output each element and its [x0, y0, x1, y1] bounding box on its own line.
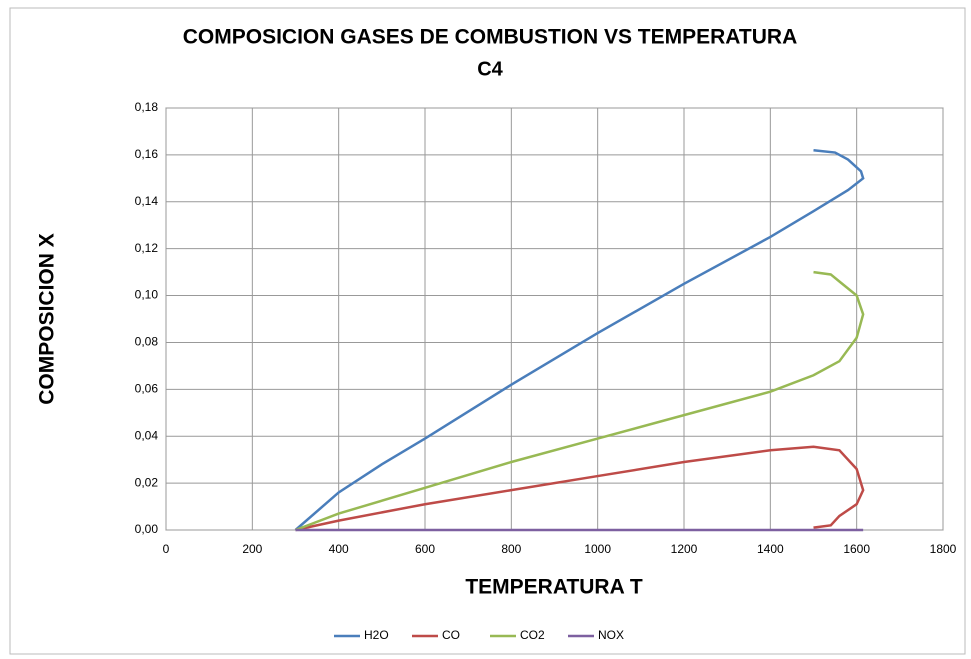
x-tick-label: 800 [501, 542, 521, 556]
y-tick-label: 0,10 [135, 288, 159, 302]
series-line [294, 148, 865, 531]
series-line [295, 445, 865, 532]
y-tick-label: 0,06 [135, 382, 159, 396]
y-tick-label: 0,12 [135, 241, 159, 255]
chart-title: COMPOSICION GASES DE COMBUSTION VS TEMPE… [183, 26, 798, 49]
y-tick-label: 0,00 [135, 522, 159, 536]
x-tick-label: 0 [163, 542, 170, 556]
x-tick-label: 1600 [843, 542, 870, 556]
y-tick-label: 0,02 [135, 475, 159, 489]
x-tick-label: 1400 [757, 542, 784, 556]
plot-area [165, 107, 944, 531]
series-line [295, 270, 865, 532]
y-tick-label: 0,08 [135, 335, 159, 349]
y-tick-label: 0,04 [135, 428, 159, 442]
legend-label: H2O [364, 628, 389, 642]
x-tick-label: 1000 [584, 542, 611, 556]
x-tick-label: 1800 [930, 542, 957, 556]
legend-label: NOX [598, 628, 624, 642]
legend-label: CO2 [520, 628, 545, 642]
x-tick-label: 1200 [671, 542, 698, 556]
y-tick-label: 0,18 [135, 100, 159, 114]
x-axis-label: TEMPERATURA T [465, 576, 642, 599]
y-tick-label: 0,14 [135, 194, 159, 208]
x-tick-label: 600 [415, 542, 435, 556]
x-tick-label: 200 [242, 542, 262, 556]
x-tick-label: 400 [329, 542, 349, 556]
y-tick-label: 0,16 [135, 147, 159, 161]
legend-label: CO [442, 628, 460, 642]
y-axis-label: COMPOSICION X [36, 233, 59, 405]
chart-subtitle: C4 [477, 58, 503, 80]
